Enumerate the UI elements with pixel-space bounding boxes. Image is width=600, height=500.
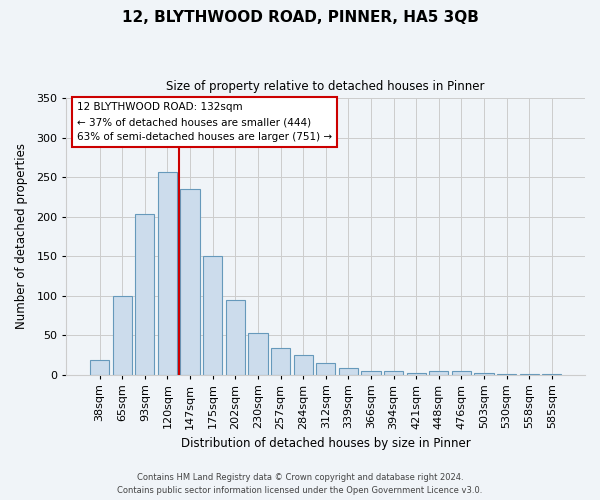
Bar [158,172,177,374]
Bar [339,368,358,374]
Bar [452,372,471,374]
Text: 12 BLYTHWOOD ROAD: 132sqm
← 37% of detached houses are smaller (444)
63% of semi: 12 BLYTHWOOD ROAD: 132sqm ← 37% of detac… [77,102,332,142]
Bar [384,372,403,374]
Bar [181,189,200,374]
Bar [203,256,223,374]
Text: 12, BLYTHWOOD ROAD, PINNER, HA5 3QB: 12, BLYTHWOOD ROAD, PINNER, HA5 3QB [122,10,478,25]
Bar [293,355,313,374]
Text: Contains HM Land Registry data © Crown copyright and database right 2024.
Contai: Contains HM Land Registry data © Crown c… [118,474,482,495]
Bar [226,300,245,374]
Bar [135,214,154,374]
Bar [475,373,494,374]
Bar [316,364,335,374]
Bar [361,372,380,374]
Bar [429,370,448,374]
Y-axis label: Number of detached properties: Number of detached properties [15,144,28,330]
X-axis label: Distribution of detached houses by size in Pinner: Distribution of detached houses by size … [181,437,470,450]
Bar [407,373,426,374]
Bar [271,348,290,374]
Bar [113,296,132,374]
Bar [248,334,268,374]
Bar [90,360,109,374]
Title: Size of property relative to detached houses in Pinner: Size of property relative to detached ho… [166,80,485,93]
